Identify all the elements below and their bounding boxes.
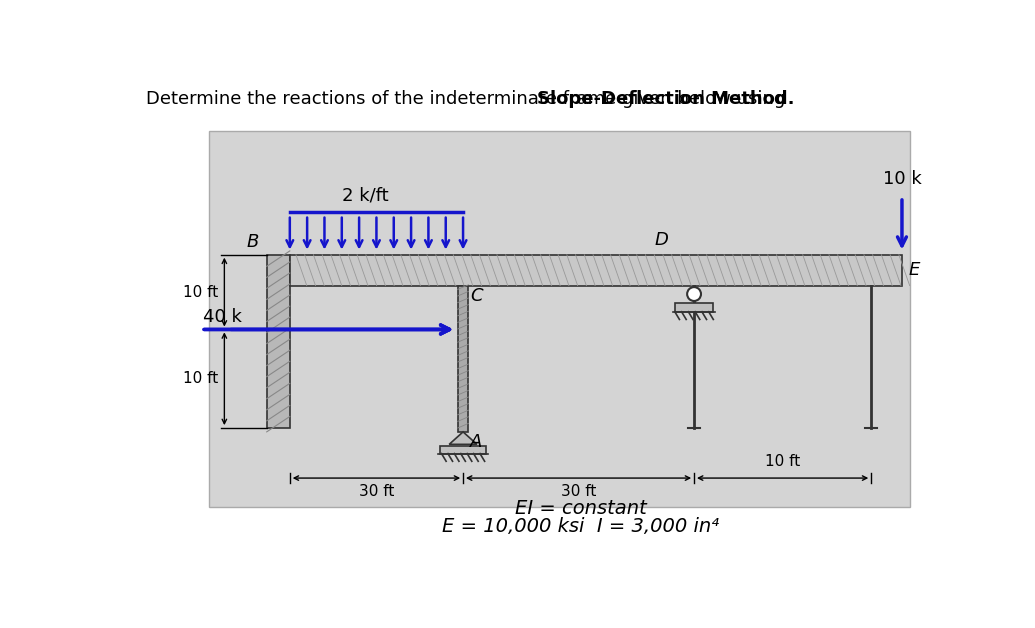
Text: 10 k: 10 k	[883, 170, 921, 188]
Bar	[457, 286, 469, 432]
Bar	[440, 446, 486, 453]
Text: 2 k/ft: 2 k/ft	[342, 187, 388, 205]
Circle shape	[687, 287, 701, 301]
Text: EI = constant: EI = constant	[514, 499, 647, 518]
Text: 10 ft: 10 ft	[183, 371, 218, 386]
Polygon shape	[449, 432, 477, 445]
Text: Determine the reactions of the indeterminate frame given below using: Determine the reactions of the indetermi…	[146, 90, 791, 108]
Bar	[267, 255, 290, 428]
Text: D: D	[654, 230, 668, 249]
Bar	[209, 131, 910, 507]
Text: E = 10,000 ksi  I = 3,000 in⁴: E = 10,000 ksi I = 3,000 in⁴	[442, 517, 719, 536]
Bar	[675, 303, 713, 311]
Text: 10 ft: 10 ft	[183, 284, 218, 300]
Text: C: C	[470, 287, 482, 305]
Text: B: B	[246, 233, 259, 251]
Text: 10 ft: 10 ft	[765, 454, 800, 469]
Text: E: E	[908, 261, 919, 279]
Text: A: A	[470, 433, 482, 452]
Bar	[290, 255, 901, 286]
Text: 40 k: 40 k	[203, 308, 242, 325]
Text: Slope-Deflection Method.: Slope-Deflection Method.	[537, 90, 795, 108]
Text: 30 ft: 30 ft	[561, 484, 596, 499]
Text: 30 ft: 30 ft	[359, 484, 394, 499]
